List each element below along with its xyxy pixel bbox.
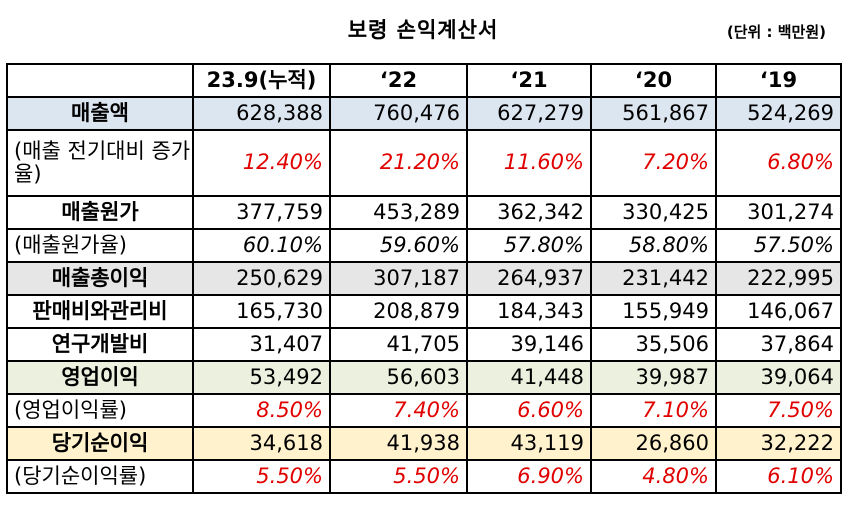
row-label: 매출총이익 bbox=[6, 261, 194, 296]
header-cell-year: ‘22 bbox=[329, 63, 468, 98]
value-cell: 32,222 bbox=[715, 426, 842, 461]
value-cell: 5.50% bbox=[329, 459, 468, 494]
value-cell: 250,629 bbox=[192, 261, 331, 296]
value-cell: 7.40% bbox=[329, 393, 468, 428]
value-cell: 8.50% bbox=[192, 393, 331, 428]
value-cell: 561,867 bbox=[590, 96, 717, 131]
value-cell: 7.50% bbox=[715, 393, 842, 428]
value-cell: 11.60% bbox=[466, 129, 592, 197]
row-label: 판매비와관리비 bbox=[6, 294, 194, 329]
value-cell: 146,067 bbox=[715, 294, 842, 329]
value-cell: 264,937 bbox=[466, 261, 592, 296]
value-cell: 39,987 bbox=[590, 360, 717, 395]
value-cell: 58.80% bbox=[590, 228, 717, 263]
table-row: 매출총이익 250,629 307,187 264,937 231,442 222,995 bbox=[6, 261, 842, 296]
value-cell: 184,343 bbox=[466, 294, 592, 329]
value-cell: 41,448 bbox=[466, 360, 592, 395]
value-cell: 53,492 bbox=[192, 360, 331, 395]
value-cell: 7.10% bbox=[590, 393, 717, 428]
value-cell: 57.80% bbox=[466, 228, 592, 263]
value-cell: 330,425 bbox=[590, 195, 717, 230]
value-cell: 222,995 bbox=[715, 261, 842, 296]
value-cell: 43,119 bbox=[466, 426, 592, 461]
header-cell-period: 23.9(누적) bbox=[192, 63, 331, 98]
table-row: (매출원가율) 60.10% 59.60% 57.80% 58.80% 57.50% bbox=[6, 228, 842, 263]
value-cell: 57.50% bbox=[715, 228, 842, 263]
value-cell: 307,187 bbox=[329, 261, 468, 296]
header-row: 23.9(누적) ‘22 ‘21 ‘20 ‘19 bbox=[6, 63, 842, 98]
table-row: 매출액 628,388 760,476 627,279 561,867 524,269 bbox=[6, 96, 842, 131]
table-row: 영업이익 53,492 56,603 41,448 39,987 39,064 bbox=[6, 360, 842, 395]
value-cell: 231,442 bbox=[590, 261, 717, 296]
table-row: 판매비와관리비 165,730 208,879 184,343 155,949 146,0… bbox=[6, 294, 842, 329]
value-cell: 39,064 bbox=[715, 360, 842, 395]
value-cell: 34,618 bbox=[192, 426, 331, 461]
table-row: 매출원가 377,759 453,289 362,342 330,425 301,274 bbox=[6, 195, 842, 230]
value-cell: 4.80% bbox=[590, 459, 717, 494]
value-cell: 6.10% bbox=[715, 459, 842, 494]
value-cell: 6.90% bbox=[466, 459, 592, 494]
value-cell: 6.60% bbox=[466, 393, 592, 428]
value-cell: 628,388 bbox=[192, 96, 331, 131]
value-cell: 155,949 bbox=[590, 294, 717, 329]
table-row: (당기순이익률) 5.50% 5.50% 6.90% 4.80% 6.10% bbox=[6, 459, 842, 494]
value-cell: 37,864 bbox=[715, 327, 842, 362]
value-cell: 627,279 bbox=[466, 96, 592, 131]
row-label: (매출 전기대비 증가율) bbox=[6, 129, 194, 197]
value-cell: 362,342 bbox=[466, 195, 592, 230]
value-cell: 5.50% bbox=[192, 459, 331, 494]
value-cell: 41,938 bbox=[329, 426, 468, 461]
table-row: 연구개발비 31,407 41,705 39,146 35,506 37,864 bbox=[6, 327, 842, 362]
table-row: 당기순이익 34,618 41,938 43,119 26,860 32,222 bbox=[6, 426, 842, 461]
table-row: (영업이익률) 8.50% 7.40% 6.60% 7.10% 7.50% bbox=[6, 393, 842, 428]
income-statement-table: 23.9(누적) ‘22 ‘21 ‘20 ‘19 매출액 628,388 760,4… bbox=[6, 63, 842, 494]
value-cell: 301,274 bbox=[715, 195, 842, 230]
row-label: (영업이익률) bbox=[6, 393, 194, 428]
header-cell-year: ‘20 bbox=[590, 63, 717, 98]
value-cell: 7.20% bbox=[590, 129, 717, 197]
row-label: 매출원가 bbox=[6, 195, 194, 230]
value-cell: 59.60% bbox=[329, 228, 468, 263]
row-label: (매출원가율) bbox=[6, 228, 194, 263]
value-cell: 453,289 bbox=[329, 195, 468, 230]
value-cell: 56,603 bbox=[329, 360, 468, 395]
page-title: 보령 손익계산서 bbox=[347, 18, 499, 42]
unit-note: (단위 : 백만원) bbox=[726, 23, 826, 41]
header-cell-blank bbox=[6, 63, 194, 98]
value-cell: 60.10% bbox=[192, 228, 331, 263]
value-cell: 21.20% bbox=[329, 129, 468, 197]
header-cell-year: ‘19 bbox=[715, 63, 842, 98]
row-label: 연구개발비 bbox=[6, 327, 194, 362]
value-cell: 760,476 bbox=[329, 96, 468, 131]
row-label: 매출액 bbox=[6, 96, 194, 131]
value-cell: 6.80% bbox=[715, 129, 842, 197]
value-cell: 12.40% bbox=[192, 129, 331, 197]
value-cell: 26,860 bbox=[590, 426, 717, 461]
value-cell: 377,759 bbox=[192, 195, 331, 230]
value-cell: 41,705 bbox=[329, 327, 468, 362]
value-cell: 39,146 bbox=[466, 327, 592, 362]
row-label: 당기순이익 bbox=[6, 426, 194, 461]
row-label: 영업이익 bbox=[6, 360, 194, 395]
row-label: (당기순이익률) bbox=[6, 459, 194, 494]
value-cell: 35,506 bbox=[590, 327, 717, 362]
header-cell-year: ‘21 bbox=[466, 63, 592, 98]
table-row: (매출 전기대비 증가율) 12.40% 21.20% 11.60% 7.20% 6.80… bbox=[6, 129, 842, 197]
value-cell: 165,730 bbox=[192, 294, 331, 329]
value-cell: 524,269 bbox=[715, 96, 842, 131]
value-cell: 208,879 bbox=[329, 294, 468, 329]
value-cell: 31,407 bbox=[192, 327, 331, 362]
